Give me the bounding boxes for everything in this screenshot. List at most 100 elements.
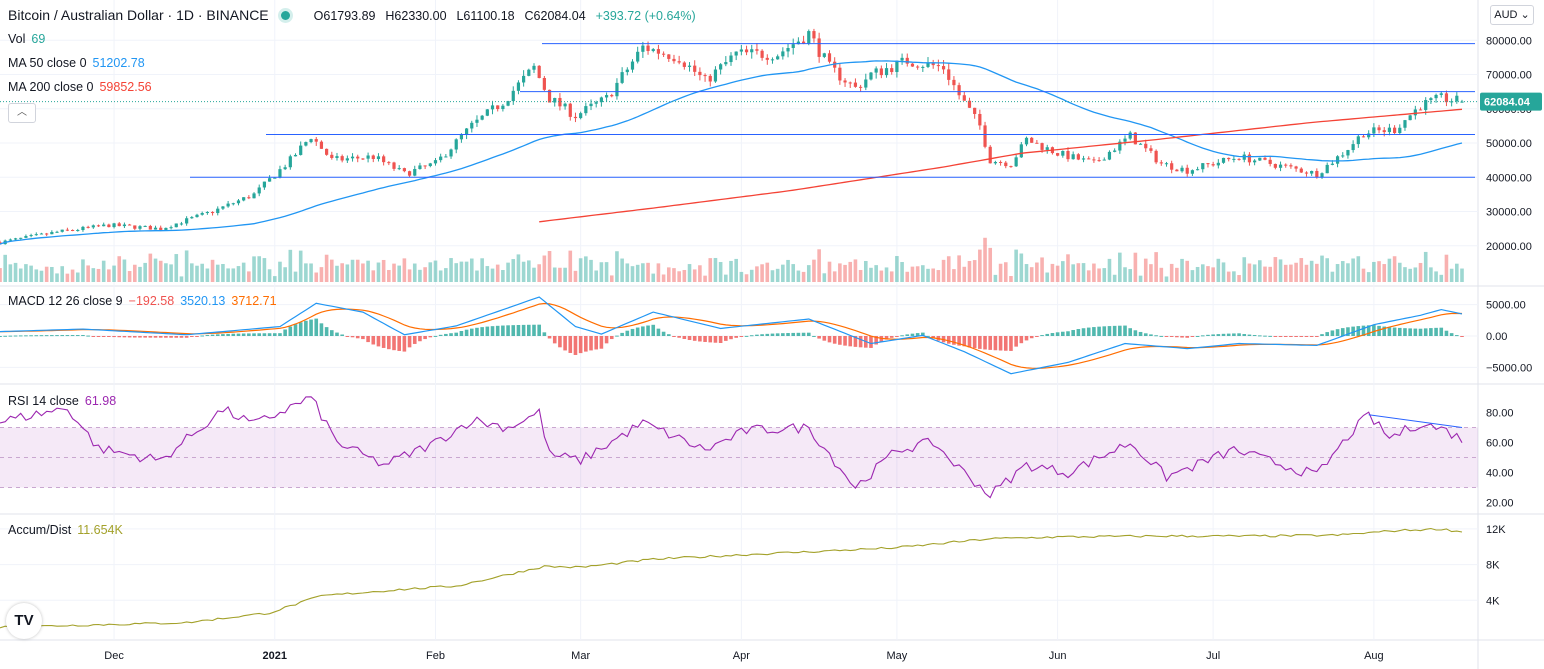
volume-bar [1429,267,1433,282]
volume-bar [848,261,853,282]
ohlc-close: C62084.04 [524,9,586,23]
volume-bar [376,262,381,282]
volume-bar [863,260,868,282]
candle-body [1247,154,1252,163]
candle-body [936,65,940,67]
candle-body [599,97,603,103]
macd-histogram-bar [1309,336,1314,337]
macd-histogram-bar [381,336,386,348]
candle-body [760,50,764,58]
volume-bar [915,266,920,282]
volume-bar [1304,264,1309,282]
currency-select[interactable]: AUD ⌄ [1490,5,1534,25]
macd-histogram-bar [221,334,225,336]
volume-bar [200,263,204,282]
candle-body [568,103,572,117]
macd-histogram-bar [547,336,552,339]
candle-body [485,109,489,116]
macd-histogram-bar [397,336,401,351]
macd-legend[interactable]: MACD 12 26 close 9 −192.58 3520.13 3712.71 [8,293,277,309]
volume-bar [775,268,780,282]
candle-body [1118,141,1122,151]
macd-histogram-bar [24,335,28,337]
macd-histogram-bar [355,336,360,339]
volume-bar [578,258,583,282]
tradingview-logo-icon[interactable]: TV [6,603,42,639]
candle-body [1107,151,1112,160]
macd-histogram-bar [651,324,656,336]
volume-bar [1014,249,1018,282]
candle-body [1393,127,1397,134]
volume-bar [210,259,215,282]
candle-body [1113,150,1117,152]
candle-body [444,156,448,158]
macd-histogram-bar [1377,325,1381,336]
macd-histogram-bar [915,333,920,336]
macd-histogram-bar [998,336,1003,351]
macd-histogram-bar [682,336,687,339]
volume-bar [501,270,505,282]
volume-bar [475,270,479,282]
candle-body [257,187,261,194]
rsi-tick-label: 60.00 [1486,438,1514,450]
candle-body [1149,148,1153,151]
volume-bar [1206,266,1210,282]
ad-legend[interactable]: Accum/Dist 11.654K [8,522,123,538]
volume-bar [1299,258,1304,282]
candle-body [242,197,246,201]
macd-histogram-bar [34,335,39,337]
symbol-title[interactable]: Bitcoin / Australian Dollar · 1D · BINAN… [8,7,269,23]
macd-histogram-bar [1154,335,1158,337]
macd-histogram-bar [1325,332,1330,336]
volume-bar [397,265,401,282]
rsi-tick-label: 20.00 [1486,498,1514,510]
macd-histogram-bar [812,335,816,337]
macd-histogram-bar [957,336,961,346]
volume-bar [1372,261,1376,282]
volume-legend[interactable]: Vol 69 [8,31,45,47]
volume-bar [1061,261,1065,282]
macd-histogram-bar [506,325,510,336]
ma200-legend[interactable]: MA 200 close 0 59852.56 [8,79,152,95]
ohlc-change: +393.72 (+0.64%) [595,9,696,23]
macd-histogram-bar [516,324,521,336]
macd-histogram-bar [620,332,624,336]
volume-bar [1242,257,1247,282]
ma50-label: MA 50 close 0 [8,56,87,70]
candle-body [636,51,640,62]
candle-body [905,57,909,64]
volume-bar [993,274,998,282]
macd-histogram-bar [1226,333,1231,336]
volume-bar [345,264,350,282]
candle-body [1030,137,1034,143]
macd-histogram-bar [1050,333,1055,336]
candle-body [1097,160,1101,162]
candle-body [138,226,142,229]
volume-bar [910,266,915,282]
rsi-trendline [1368,414,1463,428]
volume-bar [153,258,158,282]
volume-bar [1413,267,1418,282]
candle-body [553,97,557,103]
candle-body [1004,162,1008,167]
rsi-legend[interactable]: RSI 14 close 61.98 [8,393,116,409]
macd-histogram-bar [18,335,23,337]
candle-body [1263,157,1267,160]
macd-histogram-bar [158,336,163,338]
candle-body [817,38,821,57]
macd-histogram-bar [210,334,215,336]
volume-bar [148,253,153,282]
volume-bar [687,264,692,282]
ma50-legend[interactable]: MA 50 close 0 51202.78 [8,55,145,71]
volume-bar [952,269,956,282]
volume-bar [366,260,370,282]
volume-bar [838,263,842,282]
candle-body [402,168,406,172]
volume-bar [843,264,847,282]
collapse-legend-button[interactable]: ︿ [8,103,36,123]
candle-body [60,229,64,232]
candle-body [470,122,474,129]
candle-body [1278,164,1283,168]
volume-bar [355,259,360,282]
